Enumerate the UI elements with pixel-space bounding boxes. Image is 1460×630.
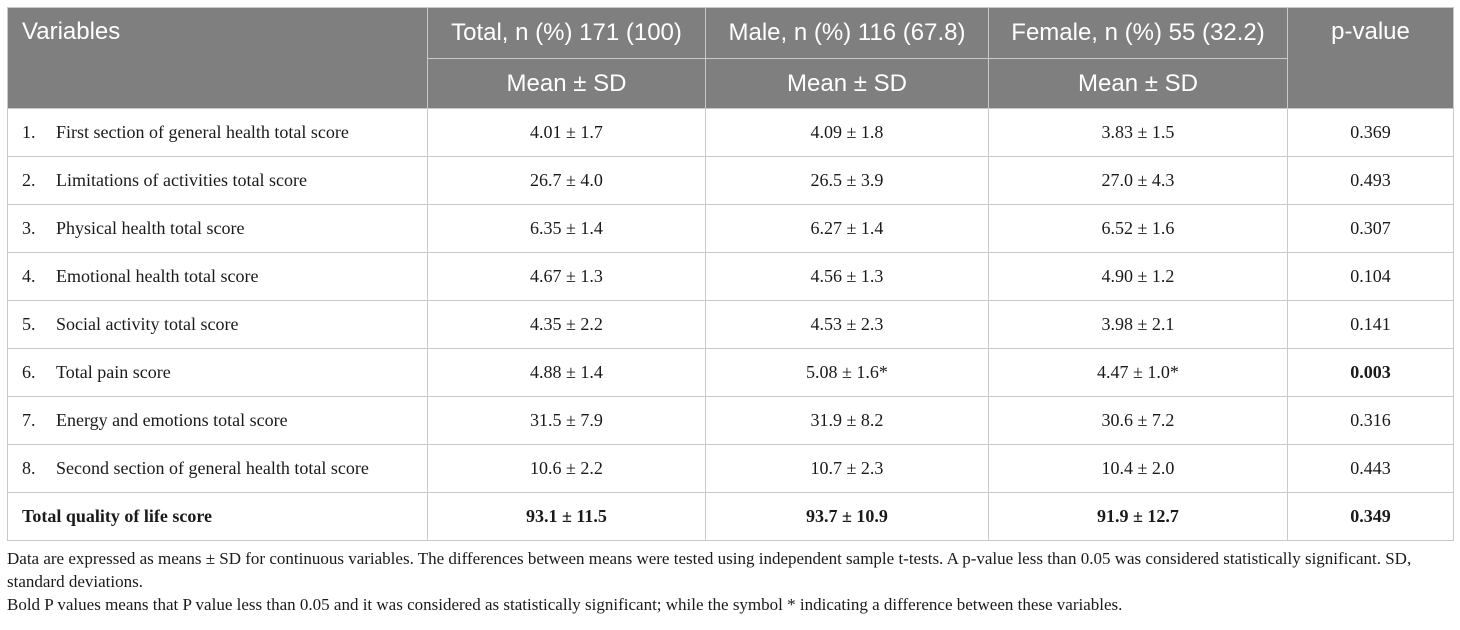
row-label-text: Social activity total score: [56, 314, 239, 334]
cell-pvalue: 0.104: [1287, 252, 1454, 301]
row-label: 1. First section of general health total …: [7, 108, 428, 157]
header-pvalue: p-value: [1287, 7, 1454, 109]
total-cell-pvalue: 0.349: [1287, 492, 1454, 541]
row-number: 8.: [22, 458, 36, 478]
row-label-text: Emotional health total score: [56, 266, 259, 286]
table-row: 8. Second section of general health total…: [7, 444, 1454, 493]
header-variables: Variables: [7, 7, 428, 109]
row-label-text: Limitations of activities total score: [56, 170, 307, 190]
row-number: 5.: [22, 314, 36, 334]
cell-total: 10.6 ± 2.2: [427, 444, 706, 493]
total-row: Total quality of life score 93.1 ± 11.5 …: [7, 492, 1454, 541]
table-row: 2. Limitations of activities total score …: [7, 156, 1454, 205]
cell-total: 4.88 ± 1.4: [427, 348, 706, 397]
header-male: Male, n (%) 116 (67.8): [705, 7, 989, 59]
table-row: 1. First section of general health total …: [7, 108, 1454, 157]
row-label: 8. Second section of general health total…: [7, 444, 428, 493]
cell-total: 4.35 ± 2.2: [427, 300, 706, 349]
row-number: 2.: [22, 170, 36, 190]
cell-male: 4.53 ± 2.3: [705, 300, 989, 349]
row-label: 4. Emotional health total score: [7, 252, 428, 301]
cell-pvalue: 0.443: [1287, 444, 1454, 493]
row-number: 4.: [22, 266, 36, 286]
cell-total: 26.7 ± 4.0: [427, 156, 706, 205]
footnote-significance: Bold P values means that P value less th…: [7, 595, 1123, 614]
subheader-row: Mean ± SD Mean ± SD Mean ± SD: [8, 58, 1454, 109]
cell-female: 10.4 ± 2.0: [988, 444, 1288, 493]
header-row: Variables Total, n (%) 171 (100) Male, n…: [7, 7, 1454, 109]
cell-female: 3.83 ± 1.5: [988, 108, 1288, 157]
cell-male: 4.56 ± 1.3: [705, 252, 989, 301]
row-number: 6.: [22, 362, 36, 382]
table-row: 3. Physical health total score 6.35 ± 1.4…: [7, 204, 1454, 253]
total-cell-male: 93.7 ± 10.9: [705, 492, 989, 541]
row-label-text: Physical health total score: [56, 218, 245, 238]
row-label: 6. Total pain score: [7, 348, 428, 397]
total-cell-female: 91.9 ± 12.7: [988, 492, 1288, 541]
cell-total: 4.67 ± 1.3: [427, 252, 706, 301]
cell-male: 5.08 ± 1.6*: [705, 348, 989, 397]
row-label: 5. Social activity total score: [7, 300, 428, 349]
table-row: 4. Emotional health total score 4.67 ± 1.…: [7, 252, 1454, 301]
row-label: 2. Limitations of activities total score: [7, 156, 428, 205]
cell-female: 6.52 ± 1.6: [988, 204, 1288, 253]
cell-male: 6.27 ± 1.4: [705, 204, 989, 253]
table-row: 7. Energy and emotions total score 31.5 ±…: [7, 396, 1454, 445]
cell-pvalue-significant: 0.003: [1287, 348, 1454, 397]
quality-of-life-table: Variables Total, n (%) 171 (100) Male, n…: [7, 7, 1454, 541]
row-label-text: First section of general health total sc…: [56, 122, 349, 142]
row-label: 7. Energy and emotions total score: [7, 396, 428, 445]
cell-pvalue: 0.369: [1287, 108, 1454, 157]
row-number: 1.: [22, 122, 36, 142]
subheader-female-mean-sd: Mean ± SD: [988, 58, 1288, 109]
cell-female: 30.6 ± 7.2: [988, 396, 1288, 445]
header-female: Female, n (%) 55 (32.2): [988, 7, 1288, 59]
cell-male: 26.5 ± 3.9: [705, 156, 989, 205]
row-label-text: Second section of general health total s…: [56, 458, 369, 478]
cell-total: 4.01 ± 1.7: [427, 108, 706, 157]
cell-female: 3.98 ± 2.1: [988, 300, 1288, 349]
table-footnotes: Data are expressed as means ± SD for con…: [7, 547, 1453, 616]
cell-male: 31.9 ± 8.2: [705, 396, 989, 445]
cell-female: 27.0 ± 4.3: [988, 156, 1288, 205]
subheader-total-mean-sd: Mean ± SD: [427, 58, 706, 109]
row-label-text: Total pain score: [56, 362, 171, 382]
row-label-text: Energy and emotions total score: [56, 410, 288, 430]
total-row-label: Total quality of life score: [7, 492, 428, 541]
header-total: Total, n (%) 171 (100): [427, 7, 706, 59]
cell-female: 4.90 ± 1.2: [988, 252, 1288, 301]
table-container: Variables Total, n (%) 171 (100) Male, n…: [7, 7, 1454, 616]
cell-pvalue: 0.307: [1287, 204, 1454, 253]
cell-pvalue: 0.316: [1287, 396, 1454, 445]
total-cell-total: 93.1 ± 11.5: [427, 492, 706, 541]
footnote-methods: Data are expressed as means ± SD for con…: [7, 549, 1412, 591]
table-row: 5. Social activity total score 4.35 ± 2.2…: [7, 300, 1454, 349]
row-number: 7.: [22, 410, 36, 430]
cell-pvalue: 0.493: [1287, 156, 1454, 205]
cell-total: 31.5 ± 7.9: [427, 396, 706, 445]
cell-total: 6.35 ± 1.4: [427, 204, 706, 253]
table-row: 6. Total pain score 4.88 ± 1.4 5.08 ± 1.6…: [7, 348, 1454, 397]
row-number: 3.: [22, 218, 36, 238]
cell-male: 10.7 ± 2.3: [705, 444, 989, 493]
cell-pvalue: 0.141: [1287, 300, 1454, 349]
cell-female: 4.47 ± 1.0*: [988, 348, 1288, 397]
subheader-male-mean-sd: Mean ± SD: [705, 58, 989, 109]
cell-male: 4.09 ± 1.8: [705, 108, 989, 157]
row-label: 3. Physical health total score: [7, 204, 428, 253]
